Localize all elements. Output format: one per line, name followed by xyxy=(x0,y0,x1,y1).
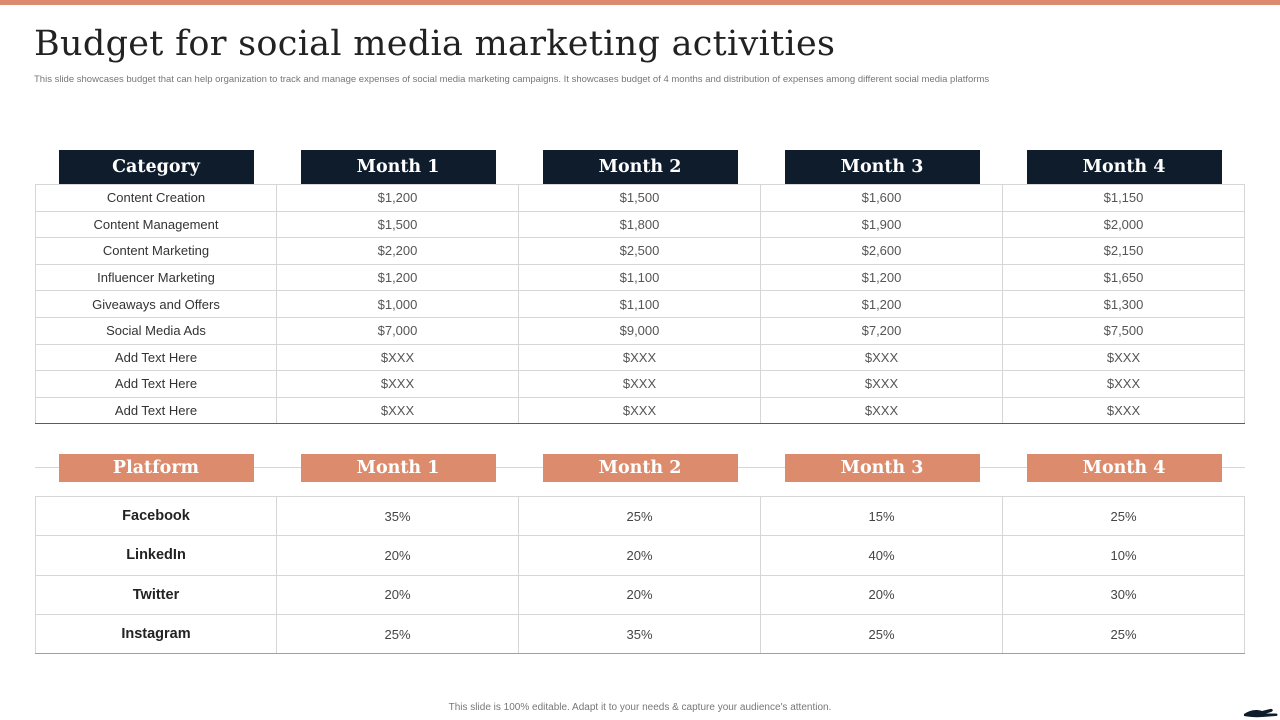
budget-row: Content Marketing $2,200 $2,500 $2,600 $2,15… xyxy=(35,237,1245,264)
month-3-value: 15% xyxy=(761,497,1003,536)
row-label: Influencer Marketing xyxy=(35,264,277,291)
hand-icon xyxy=(1244,708,1278,718)
header-month-2: Month 2 xyxy=(542,454,738,482)
month-4-value: 30% xyxy=(1003,575,1245,614)
month-2-value: $1,800 xyxy=(519,211,761,238)
month-4-value: $2,150 xyxy=(1003,238,1245,264)
month-4-value: $2,000 xyxy=(1003,211,1245,238)
month-4-value: $1,650 xyxy=(1003,264,1245,291)
month-3-value: $XXX xyxy=(761,344,1003,371)
month-3-value: 20% xyxy=(761,575,1003,614)
header-month-2: Month 2 xyxy=(542,150,738,184)
header-month-1: Month 1 xyxy=(300,150,496,184)
budget-row: Social Media Ads $7,000 $9,000 $7,200 $7,500 xyxy=(35,316,1245,344)
month-1-value: 35% xyxy=(277,497,519,536)
row-label: Social Media Ads xyxy=(35,317,277,344)
month-4-value: 25% xyxy=(1003,497,1245,536)
row-label: Instagram xyxy=(35,614,277,654)
month-4-value: $1,300 xyxy=(1003,291,1245,317)
budget-row: Add Text Here $XXX $XXX $XXX $XXX xyxy=(35,396,1245,424)
platform-table-header: Platform Month 1 Month 2 Month 3 Month 4 xyxy=(35,454,1245,482)
header-month-3: Month 3 xyxy=(784,150,980,184)
month-1-value: 25% xyxy=(277,614,519,654)
budget-row: Giveaways and Offers $1,000 $1,100 $1,200 $1… xyxy=(35,290,1245,317)
month-3-value: $1,900 xyxy=(761,211,1003,238)
month-3-value: 25% xyxy=(761,614,1003,654)
row-label: Facebook xyxy=(35,497,277,536)
month-2-value: 25% xyxy=(519,497,761,536)
row-label: Content Creation xyxy=(35,185,277,211)
month-1-value: $XXX xyxy=(277,344,519,371)
platform-row: LinkedIn 20% 20% 40% 10% xyxy=(35,535,1245,575)
month-1-value: 20% xyxy=(277,536,519,575)
month-3-value: $7,200 xyxy=(761,317,1003,344)
header-category: Category xyxy=(58,150,254,184)
month-2-value: $XXX xyxy=(519,371,761,397)
month-1-value: 20% xyxy=(277,575,519,614)
row-label: Add Text Here xyxy=(35,371,277,397)
budget-row: Content Management $1,500 $1,800 $1,900 $2,0… xyxy=(35,210,1245,238)
month-3-value: 40% xyxy=(761,536,1003,575)
month-4-value: 10% xyxy=(1003,536,1245,575)
month-2-value: 20% xyxy=(519,575,761,614)
row-label: Content Management xyxy=(35,211,277,238)
month-1-value: $7,000 xyxy=(277,317,519,344)
month-2-value: $1,500 xyxy=(519,185,761,211)
month-1-value: $XXX xyxy=(277,371,519,397)
month-1-value: $XXX xyxy=(277,397,519,424)
month-1-value: $1,200 xyxy=(277,264,519,291)
row-label: Twitter xyxy=(35,575,277,614)
month-3-value: $1,200 xyxy=(761,291,1003,317)
month-2-value: $2,500 xyxy=(519,238,761,264)
row-label: LinkedIn xyxy=(35,536,277,575)
month-2-value: $9,000 xyxy=(519,317,761,344)
platform-table: Facebook 35% 25% 15% 25% LinkedIn 20% 20% 40% 10%… xyxy=(35,496,1245,655)
month-1-value: $2,200 xyxy=(277,238,519,264)
month-3-value: $2,600 xyxy=(761,238,1003,264)
month-2-value: $1,100 xyxy=(519,291,761,317)
platform-row: Facebook 35% 25% 15% 25% xyxy=(35,496,1245,536)
page-subtitle: This slide showcases budget that can hel… xyxy=(34,74,990,85)
month-1-value: $1,200 xyxy=(277,185,519,211)
budget-row: Add Text Here $XXX $XXX $XXX $XXX xyxy=(35,370,1245,397)
month-2-value: $XXX xyxy=(519,344,761,371)
month-2-value: 20% xyxy=(519,536,761,575)
month-3-value: $1,600 xyxy=(761,185,1003,211)
month-1-value: $1,500 xyxy=(277,211,519,238)
budget-table-header: Category Month 1 Month 2 Month 3 Month 4 xyxy=(35,150,1245,184)
row-label: Add Text Here xyxy=(35,397,277,424)
budget-table: Content Creation $1,200 $1,500 $1,600 $1,150… xyxy=(35,184,1245,425)
month-4-value: $XXX xyxy=(1003,397,1245,424)
platform-row: Instagram 25% 35% 25% 25% xyxy=(35,613,1245,654)
top-accent-bar xyxy=(0,0,1280,5)
month-2-value: $1,100 xyxy=(519,264,761,291)
month-4-value: $XXX xyxy=(1003,344,1245,371)
row-label: Add Text Here xyxy=(35,344,277,371)
month-1-value: $1,000 xyxy=(277,291,519,317)
header-month-4: Month 4 xyxy=(1026,454,1222,482)
budget-row: Content Creation $1,200 $1,500 $1,600 $1,150 xyxy=(35,184,1245,211)
month-2-value: 35% xyxy=(519,614,761,654)
row-label: Giveaways and Offers xyxy=(35,291,277,317)
budget-row: Influencer Marketing $1,200 $1,100 $1,200 $1… xyxy=(35,263,1245,291)
month-3-value: $XXX xyxy=(761,371,1003,397)
month-4-value: $XXX xyxy=(1003,371,1245,397)
footer-note: This slide is 100% editable. Adapt it to… xyxy=(448,702,832,713)
platform-row: Twitter 20% 20% 20% 30% xyxy=(35,574,1245,614)
month-3-value: $1,200 xyxy=(761,264,1003,291)
header-platform: Platform xyxy=(58,454,254,482)
header-month-4: Month 4 xyxy=(1026,150,1222,184)
month-3-value: $XXX xyxy=(761,397,1003,424)
month-2-value: $XXX xyxy=(519,397,761,424)
header-month-1: Month 1 xyxy=(300,454,496,482)
page-title: Budget for social media marketing activi… xyxy=(34,24,836,64)
month-4-value: $1,150 xyxy=(1003,185,1245,211)
header-month-3: Month 3 xyxy=(784,454,980,482)
row-label: Content Marketing xyxy=(35,238,277,264)
month-4-value: 25% xyxy=(1003,614,1245,654)
month-4-value: $7,500 xyxy=(1003,317,1245,344)
budget-row: Add Text Here $XXX $XXX $XXX $XXX xyxy=(35,343,1245,371)
